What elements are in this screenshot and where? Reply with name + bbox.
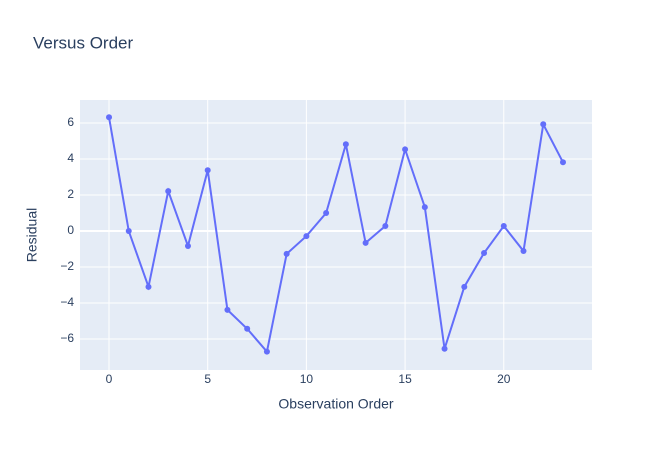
marker bbox=[540, 121, 547, 128]
x-tick-label: 5 bbox=[204, 372, 211, 386]
marker bbox=[402, 146, 409, 153]
marker bbox=[184, 242, 191, 249]
y-tick-label: −2 bbox=[60, 259, 74, 273]
marker bbox=[441, 345, 448, 352]
marker bbox=[559, 159, 566, 166]
y-tick-label: 6 bbox=[67, 115, 74, 129]
marker bbox=[106, 114, 113, 121]
chart-title: Versus Order bbox=[33, 33, 133, 52]
marker bbox=[244, 325, 251, 332]
marker bbox=[382, 223, 389, 229]
marker bbox=[481, 250, 488, 256]
y-tick-label: −6 bbox=[60, 331, 74, 345]
marker bbox=[125, 228, 132, 235]
plot-background bbox=[80, 100, 592, 370]
marker bbox=[323, 210, 330, 217]
y-tick-label: 0 bbox=[67, 223, 74, 237]
y-tick-label: 4 bbox=[67, 151, 74, 165]
y-tick-label: 2 bbox=[67, 187, 74, 201]
marker bbox=[500, 223, 507, 229]
marker bbox=[421, 204, 428, 211]
marker bbox=[165, 188, 172, 195]
marker bbox=[145, 283, 152, 290]
marker bbox=[224, 306, 231, 313]
line bbox=[108, 117, 564, 354]
x-axis-title: Observation Order bbox=[278, 396, 393, 412]
marker bbox=[342, 141, 349, 148]
marker bbox=[303, 233, 310, 240]
marker bbox=[520, 248, 527, 255]
marker bbox=[204, 167, 211, 174]
marker bbox=[362, 239, 369, 246]
x-tick-label: 15 bbox=[398, 372, 412, 386]
x-tick-label: 10 bbox=[300, 372, 314, 386]
marker bbox=[263, 348, 270, 355]
x-tick-label: 20 bbox=[497, 372, 511, 386]
marker bbox=[283, 250, 290, 257]
y-axis-title: Residual bbox=[24, 208, 40, 262]
y-tick-label: −4 bbox=[60, 295, 74, 309]
x-tick-label: 0 bbox=[106, 372, 113, 386]
marker bbox=[461, 283, 468, 290]
